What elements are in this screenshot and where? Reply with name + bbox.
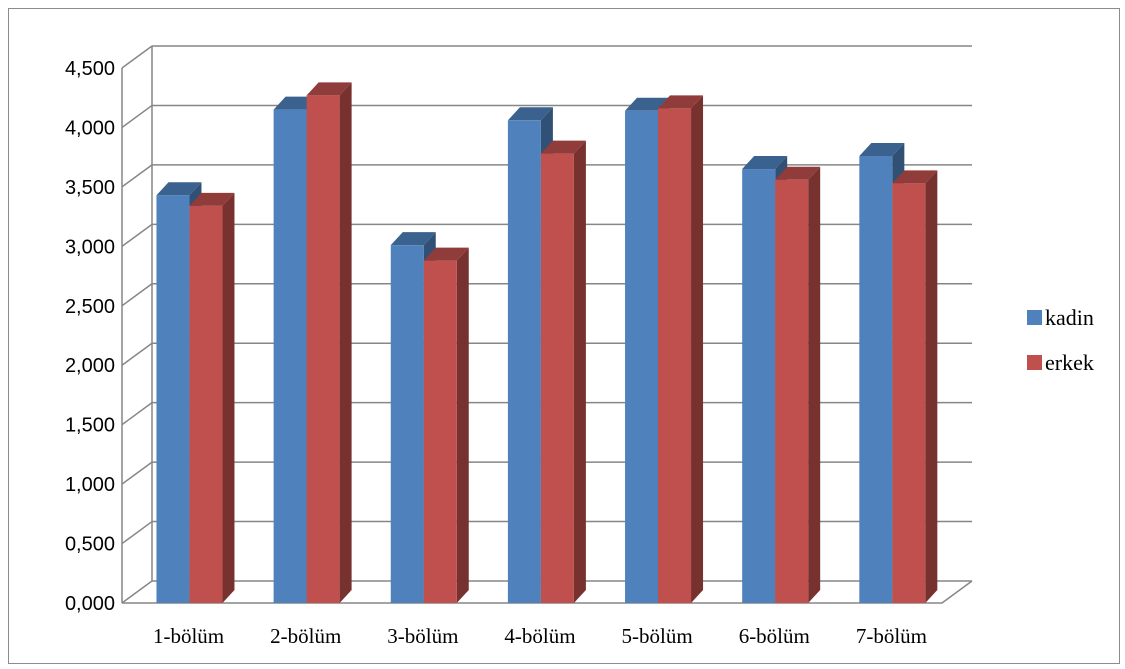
- y-tick-label: 0,000: [65, 593, 115, 615]
- y-tick-label: 4,000: [65, 117, 115, 139]
- y-tick-label: 2,000: [65, 355, 115, 377]
- y-tick-label: 3,500: [65, 177, 115, 199]
- gridline-side: [121, 402, 153, 426]
- gridline-side: [121, 104, 153, 129]
- bar-erkek-5: [658, 95, 704, 603]
- chart-frame: 0,000 0,500 1,000 1,500 2,000 2,500 3,000 3,500…: [8, 8, 1120, 664]
- bar-erkek-1: [189, 192, 235, 603]
- x-tick-label: 4-bölüm: [504, 624, 575, 648]
- x-tick-label: 5-bölüm: [622, 624, 693, 648]
- legend-item-erkek: erkek: [1027, 350, 1094, 375]
- legend-swatch: [1027, 310, 1042, 325]
- y-tick-label: 1,000: [65, 474, 115, 496]
- y-tick-label: 2,500: [65, 296, 115, 318]
- gridline-side: [121, 164, 153, 188]
- y-axis-ticks: 0,000 0,500 1,000 1,500 2,000 2,500 3,000 3,500…: [65, 58, 115, 615]
- bar-erkek-6: [775, 166, 821, 603]
- gridline-side: [121, 283, 153, 307]
- x-tick-label: 2-bölüm: [270, 624, 341, 648]
- bar-erkek-4: [540, 140, 586, 603]
- legend-item-kadin: kadin: [1027, 305, 1094, 330]
- gridline-side: [121, 461, 153, 485]
- y-tick-label: 3,000: [65, 236, 115, 258]
- x-tick-label: 6-bölüm: [739, 624, 810, 648]
- legend-label: erkek: [1045, 350, 1094, 375]
- legend-swatch: [1027, 355, 1042, 370]
- bars: [156, 82, 938, 604]
- bar-erkek-7: [892, 170, 938, 604]
- x-tick-label: 3-bölüm: [387, 624, 458, 648]
- bar-chart: 0,000 0,500 1,000 1,500 2,000 2,500 3,000 3,500…: [65, 45, 1094, 648]
- x-tick-label: 7-bölüm: [856, 624, 927, 648]
- legend-label: kadin: [1045, 305, 1094, 330]
- y-tick-label: 0,500: [65, 534, 115, 556]
- gridline-side: [121, 223, 153, 247]
- x-axis-ticks: 1-bölüm 2-bölüm 3-bölüm 4-bölüm 5-bölüm 6-böl…: [153, 624, 927, 648]
- x-tick-label: 1-bölüm: [153, 624, 224, 648]
- gridline-side: [121, 520, 153, 545]
- y-tick-label: 1,500: [65, 415, 115, 437]
- gridline-side: [121, 342, 153, 366]
- gridline-side: [121, 45, 153, 69]
- y-tick-label: 4,500: [65, 58, 115, 80]
- legend: kadin erkek: [1027, 305, 1094, 375]
- bar-erkek-2: [306, 82, 352, 604]
- bar-erkek-3: [423, 247, 469, 603]
- gridline-side: [121, 580, 153, 604]
